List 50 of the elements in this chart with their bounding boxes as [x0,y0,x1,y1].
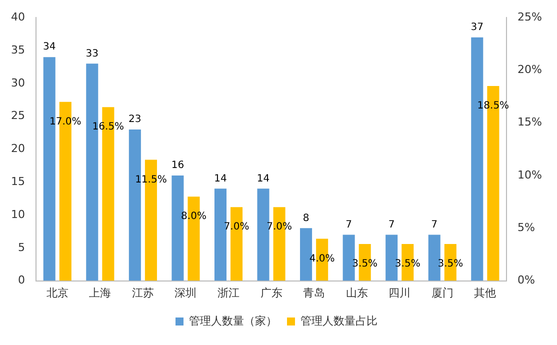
x-tick-label: 青岛 [303,286,326,300]
y-tick-label: 30 [10,76,25,90]
data-label: 18.5% [477,100,510,112]
data-label: 11.5% [135,174,167,186]
data-label: 14 [214,173,227,184]
data-label: 3.5% [352,258,378,270]
data-label: 37 [470,22,484,33]
x-tick-label: 广东 [260,286,282,300]
y-tick-label: 15 [10,174,25,188]
bar [257,188,270,281]
data-label: 4.0% [309,253,335,264]
data-label: 7.0% [224,222,250,233]
data-label: 16.5% [92,122,124,133]
y2-tick-label: 20% [518,63,542,76]
y2-tick-label: 0% [518,274,536,287]
y-tick-label: 0 [18,274,25,287]
x-tick-label: 其他 [474,286,496,300]
data-label: 7 [346,219,352,230]
legend-label: 管理人数量占比 [300,314,378,328]
y2-tick-label: 10% [518,168,542,182]
data-label: 34 [43,42,56,53]
data-label: 14 [256,173,270,184]
y2-tick-label: 15% [518,116,542,129]
y-tick-label: 25 [10,109,25,122]
x-tick-label: 深圳 [174,286,197,300]
data-label: 16 [171,160,184,172]
data-label: 7 [388,219,395,230]
legend-label: 管理人数量（家） [189,314,277,328]
x-tick-label: 山东 [346,286,368,300]
x-tick-label: 江苏 [132,286,154,300]
x-tick-label: 四川 [388,286,411,300]
data-label: 7 [431,219,438,230]
x-tick-label: 北京 [46,286,68,300]
data-label: 33 [86,48,99,60]
data-label: 23 [128,114,142,126]
y-tick-label: 20 [10,142,25,156]
data-label: 3.5% [394,258,420,270]
y-tick-label: 35 [10,43,25,56]
y-tick-label: 40 [10,10,25,24]
data-label: 8 [302,212,310,224]
data-label: 17.0% [50,116,82,128]
y2-tick-label: 25% [518,10,542,24]
bar [214,188,226,281]
bar [428,234,440,281]
x-tick-label: 上海 [89,286,112,300]
y-tick-label: 5 [18,240,25,254]
y-tick-label: 10 [10,208,25,221]
x-tick-label: 厦门 [431,286,454,300]
x-tick-label: 浙江 [217,286,240,300]
y2-tick-label: 5% [518,221,536,234]
